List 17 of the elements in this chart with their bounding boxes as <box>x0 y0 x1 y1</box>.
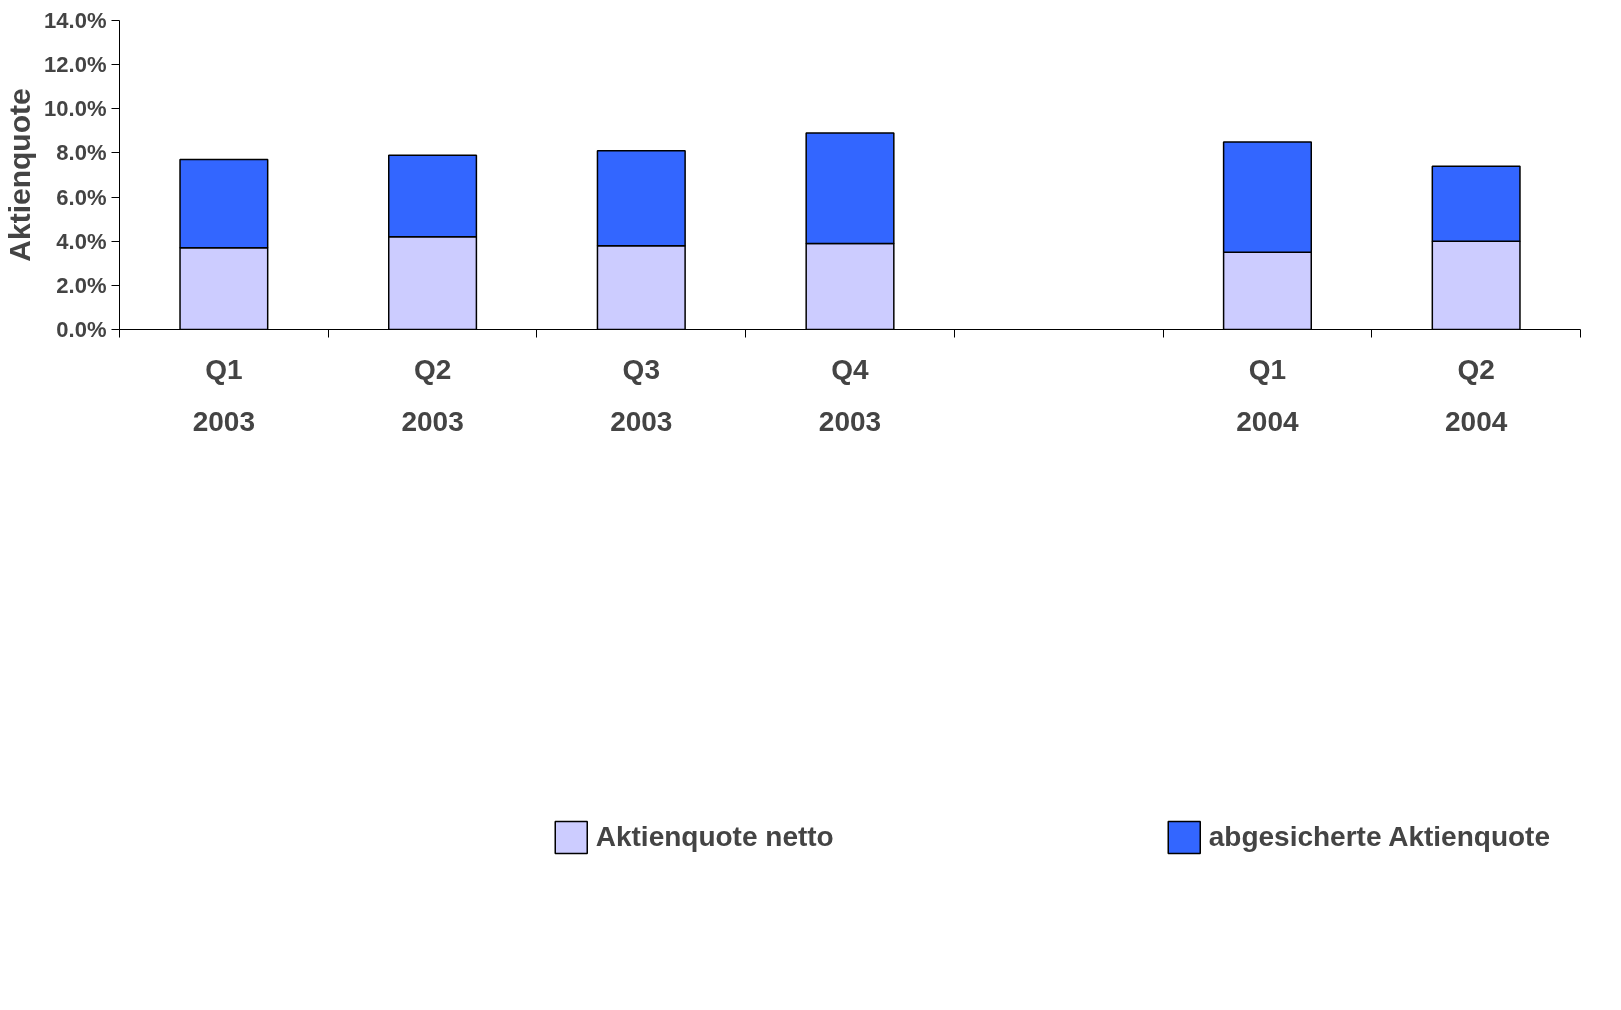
y-tick-label: 12.0% <box>44 52 107 78</box>
legend-label: abgesicherte Aktienquote <box>1208 820 1550 853</box>
x-tick-label: Q2 2003 <box>401 353 464 438</box>
y-tick-label: 0.0% <box>56 317 107 342</box>
y-tick-label: 14.0% <box>44 8 107 33</box>
x-tick-label: Q4 2003 <box>818 353 882 438</box>
y-tick-label: 6.0% <box>56 184 107 210</box>
y-tick-label: 8.0% <box>56 140 107 166</box>
x-tick-label: Q1 2003 <box>192 353 256 438</box>
y-axis-title: Aktienquote <box>3 88 37 262</box>
x-tick-label: Q3 2003 <box>610 353 673 438</box>
y-tick-label: 10.0% <box>44 96 107 122</box>
y-tick-label: 4.0% <box>56 228 107 254</box>
y-tick-label: 2.0% <box>56 272 107 298</box>
x-tick-label: Q2 2004 <box>1445 353 1508 438</box>
x-tick-label: Q1 2004 <box>1236 353 1299 438</box>
legend-label: Aktienquote netto <box>595 820 834 853</box>
